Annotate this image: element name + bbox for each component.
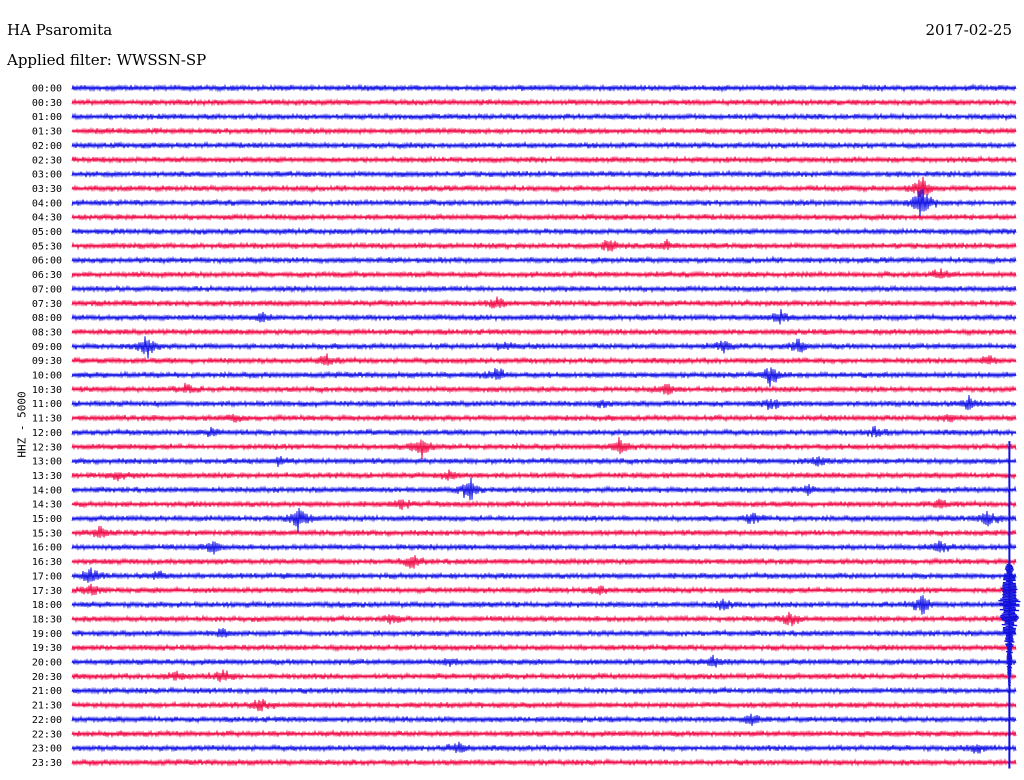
row-label-1930: 19:30 bbox=[32, 643, 62, 654]
row-label-0230: 02:30 bbox=[32, 155, 62, 166]
row-label-0430: 04:30 bbox=[32, 213, 62, 224]
row-label-2100: 21:00 bbox=[32, 686, 62, 697]
row-label-1630: 16:30 bbox=[32, 557, 62, 568]
row-label-0830: 08:30 bbox=[32, 327, 62, 338]
trace-row-1500 bbox=[71, 507, 1017, 533]
row-label-2030: 20:30 bbox=[32, 672, 62, 683]
row-label-0200: 02:00 bbox=[32, 141, 62, 152]
trace-row-1100 bbox=[71, 394, 1017, 411]
trace-row-0900 bbox=[71, 336, 1017, 359]
row-label-0000: 00:00 bbox=[32, 84, 62, 95]
row-label-1230: 12:30 bbox=[32, 442, 62, 453]
row-label-0030: 00:30 bbox=[32, 98, 62, 109]
trace-row-0730 bbox=[71, 296, 1017, 309]
row-label-1600: 16:00 bbox=[32, 543, 62, 554]
row-label-2230: 22:30 bbox=[32, 729, 62, 740]
trace-row-1430 bbox=[71, 498, 1017, 510]
row-label-0700: 07:00 bbox=[32, 284, 62, 295]
trace-row-1300 bbox=[71, 455, 1017, 467]
row-label-1830: 18:30 bbox=[32, 614, 62, 625]
trace-row-0800 bbox=[71, 309, 1017, 325]
row-label-2200: 22:00 bbox=[32, 715, 62, 726]
row-label-1800: 18:00 bbox=[32, 600, 62, 611]
row-label-1000: 10:00 bbox=[32, 371, 62, 382]
row-label-0330: 03:30 bbox=[32, 184, 62, 195]
row-label-0930: 09:30 bbox=[32, 356, 62, 367]
row-label-1500: 15:00 bbox=[32, 514, 62, 525]
row-label-0530: 05:30 bbox=[32, 241, 62, 252]
row-label-2300: 23:00 bbox=[32, 744, 62, 755]
filter-label: Applied filter: WWSSN-SP bbox=[7, 51, 207, 69]
row-label-0400: 04:00 bbox=[32, 198, 62, 209]
row-label-1730: 17:30 bbox=[32, 586, 62, 597]
trace-row-1700 bbox=[71, 567, 1017, 583]
trace-row-0630 bbox=[71, 268, 1017, 280]
row-label-0300: 03:00 bbox=[32, 170, 62, 181]
trace-row-1000 bbox=[71, 367, 1017, 387]
row-label-0500: 05:00 bbox=[32, 227, 62, 238]
row-label-1530: 15:30 bbox=[32, 528, 62, 539]
quake-burst bbox=[998, 563, 1021, 687]
trace-row-2000 bbox=[71, 654, 1017, 668]
row-label-1900: 19:00 bbox=[32, 629, 62, 640]
row-label-1100: 11:00 bbox=[32, 399, 62, 410]
station-title: HA Psaromita bbox=[7, 21, 113, 39]
row-label-1200: 12:00 bbox=[32, 428, 62, 439]
trace-row-1200 bbox=[71, 425, 1017, 438]
row-label-0900: 09:00 bbox=[32, 342, 62, 353]
row-label-1430: 14:30 bbox=[32, 500, 62, 511]
row-label-0130: 01:30 bbox=[32, 127, 62, 138]
row-label-2330: 23:30 bbox=[32, 758, 62, 769]
record-date: 2017-02-25 bbox=[925, 21, 1012, 39]
trace-row-1130 bbox=[71, 413, 1017, 423]
row-label-0800: 08:00 bbox=[32, 313, 62, 324]
trace-row-0100 bbox=[71, 112, 1017, 122]
seismic-traces bbox=[71, 83, 1017, 768]
row-label-1330: 13:30 bbox=[32, 471, 62, 482]
row-label-1300: 13:00 bbox=[32, 457, 62, 468]
row-label-0730: 07:30 bbox=[32, 299, 62, 310]
row-label-1400: 14:00 bbox=[32, 485, 62, 496]
trace-row-1530 bbox=[71, 525, 1017, 539]
row-label-1130: 11:30 bbox=[32, 414, 62, 425]
trace-row-1230 bbox=[71, 437, 1017, 460]
row-label-0630: 06:30 bbox=[32, 270, 62, 281]
row-label-2000: 20:00 bbox=[32, 658, 62, 669]
row-labels: 00:00 00:30 01:00 01:30 02:00 02:30 03:00 03:30… bbox=[32, 84, 62, 769]
trace-row-0930 bbox=[71, 353, 1017, 366]
trace-row-0330 bbox=[71, 176, 1017, 198]
row-label-2130: 21:30 bbox=[32, 701, 62, 712]
row-label-1700: 17:00 bbox=[32, 571, 62, 582]
row-label-1030: 10:30 bbox=[32, 385, 62, 396]
quake-trace bbox=[998, 441, 1021, 769]
row-label-0100: 01:00 bbox=[32, 112, 62, 123]
trace-row-0530 bbox=[71, 238, 1017, 252]
row-label-0600: 06:00 bbox=[32, 256, 62, 267]
